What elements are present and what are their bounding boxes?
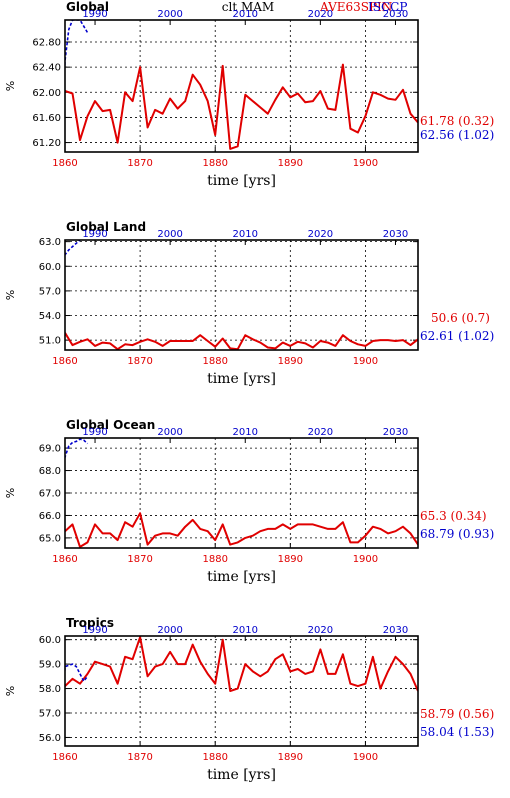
y-tick-label: 66.0 xyxy=(39,511,61,522)
x-axis-label: time [yrs] xyxy=(207,371,276,387)
series-line-ave63spin xyxy=(65,636,418,692)
x-tick-label-top: 2030 xyxy=(383,9,408,20)
x-tick-label-top: 1990 xyxy=(82,427,107,438)
y-tick-label: 54.0 xyxy=(39,311,61,322)
y-tick-label: 59.0 xyxy=(39,660,61,671)
y-tick-label: 60.0 xyxy=(39,262,61,273)
x-tick-label-top: 2010 xyxy=(233,9,258,20)
x-tick-label-top: 2020 xyxy=(308,9,333,20)
y-tick-label: 61.20 xyxy=(32,138,61,149)
x-tick-label-top: 2010 xyxy=(233,229,258,240)
y-tick-label: 62.80 xyxy=(32,38,61,49)
x-tick-label-top: 2010 xyxy=(233,427,258,438)
y-tick-label: 63.0 xyxy=(39,237,61,248)
plot-frame xyxy=(64,239,419,351)
panel-title: Global Land xyxy=(66,220,146,234)
x-tick-label-bottom: 1900 xyxy=(353,356,378,367)
y-axis-label: % xyxy=(4,488,17,498)
x-tick-label-top: 2000 xyxy=(157,229,182,240)
x-tick-label-bottom: 1860 xyxy=(52,356,77,367)
y-axis-label: % xyxy=(4,81,17,91)
x-tick-label-top: 1990 xyxy=(82,9,107,20)
x-tick-label-bottom: 1890 xyxy=(278,752,303,763)
x-tick-label-bottom: 1860 xyxy=(52,554,77,565)
x-tick-label-bottom: 1880 xyxy=(202,158,227,169)
y-axis-label: % xyxy=(4,686,17,696)
x-tick-label-bottom: 1870 xyxy=(127,554,152,565)
series-line-isccp xyxy=(65,240,81,258)
series-stat-label: 62.61 (1.02) xyxy=(420,329,494,343)
y-axis-label: % xyxy=(4,290,17,300)
series-line-ave63spin xyxy=(65,512,418,548)
x-tick-label-top: 2030 xyxy=(383,427,408,438)
x-tick-label-bottom: 1890 xyxy=(278,356,303,367)
figure-header-blue-label: ISCCP xyxy=(368,0,407,14)
x-tick-label-bottom: 1890 xyxy=(278,158,303,169)
figure-header-center: clt MAM xyxy=(222,0,274,14)
chart-panel-3: Global Ocean 65.0 66.0 67.0 68.0 69.0 1860 1870… xyxy=(4,418,494,585)
y-tick-label: 68.0 xyxy=(39,466,61,477)
x-tick-label-bottom: 1880 xyxy=(202,554,227,565)
series-line-ave63spin xyxy=(65,63,418,150)
y-tick-label: 51.0 xyxy=(39,336,61,347)
x-tick-label-bottom: 1900 xyxy=(353,752,378,763)
x-tick-label-top: 1990 xyxy=(82,229,107,240)
y-tick-label: 62.40 xyxy=(32,63,61,74)
series-stat-label: 58.79 (0.56) xyxy=(420,707,494,721)
y-tick-label: 67.0 xyxy=(39,489,61,500)
x-tick-label-top: 2020 xyxy=(308,625,333,636)
y-tick-label: 61.60 xyxy=(32,113,61,124)
series-stat-label: 68.79 (0.93) xyxy=(420,527,494,541)
x-tick-label-top: 2030 xyxy=(383,625,408,636)
x-tick-label-top: 2010 xyxy=(233,625,258,636)
chart-panels: Global 61.20 61.60 62.00 62.40 62.80 1860 1870 1… xyxy=(4,0,494,783)
x-tick-label-top: 2000 xyxy=(157,625,182,636)
series-stat-label: 65.3 (0.34) xyxy=(420,509,487,523)
series-stat-label: 58.04 (1.53) xyxy=(420,725,494,739)
chart-panel-4: Tropics 56.0 57.0 58.0 59.0 60.0 1860 1870 1880 1… xyxy=(4,616,494,783)
plot-frame xyxy=(64,635,419,747)
chart-panel-2: Global Land 51.0 54.0 57.0 60.0 63.0 1860 1870 1… xyxy=(4,220,494,387)
figure-header-red-label: AVE63SPIN xyxy=(319,0,392,14)
x-tick-label-bottom: 1870 xyxy=(127,752,152,763)
y-tick-label: 58.0 xyxy=(39,684,61,695)
y-tick-label: 57.0 xyxy=(39,709,61,720)
x-tick-label-top: 1990 xyxy=(82,625,107,636)
y-tick-label: 56.0 xyxy=(39,733,61,744)
y-tick-label: 65.0 xyxy=(39,533,61,544)
panel-title: Tropics xyxy=(66,616,114,630)
x-tick-label-bottom: 1870 xyxy=(127,356,152,367)
chart-panel-1: Global 61.20 61.60 62.00 62.40 62.80 1860 1870 1… xyxy=(4,0,494,189)
x-tick-label-bottom: 1900 xyxy=(353,158,378,169)
x-tick-label-top: 2020 xyxy=(308,229,333,240)
x-tick-label-bottom: 1890 xyxy=(278,554,303,565)
x-tick-label-top: 2020 xyxy=(308,427,333,438)
x-tick-label-bottom: 1860 xyxy=(52,158,77,169)
panel-title: Global xyxy=(66,0,109,14)
series-stat-label: 50.6 (0.7) xyxy=(431,311,490,325)
y-tick-label: 60.0 xyxy=(39,635,61,646)
plot-frame xyxy=(64,19,419,153)
x-axis-label: time [yrs] xyxy=(207,173,276,189)
panel-title: Global Ocean xyxy=(66,418,155,432)
x-tick-label-bottom: 1880 xyxy=(202,356,227,367)
x-tick-label-bottom: 1860 xyxy=(52,752,77,763)
y-tick-label: 57.0 xyxy=(39,286,61,297)
x-tick-label-top: 2000 xyxy=(157,427,182,438)
y-tick-label: 62.00 xyxy=(32,88,61,99)
series-line-ave63spin xyxy=(65,332,418,350)
x-tick-label-top: 2030 xyxy=(383,229,408,240)
x-axis-label: time [yrs] xyxy=(207,569,276,585)
x-tick-label-top: 2000 xyxy=(157,9,182,20)
plot-frame xyxy=(64,437,419,549)
x-tick-label-bottom: 1870 xyxy=(127,158,152,169)
y-tick-label: 69.0 xyxy=(39,444,61,455)
x-tick-label-bottom: 1900 xyxy=(353,554,378,565)
x-axis-label: time [yrs] xyxy=(207,767,276,783)
series-stat-label: 61.78 (0.32) xyxy=(420,114,494,128)
series-stat-label: 62.56 (1.02) xyxy=(420,128,494,142)
x-tick-label-bottom: 1880 xyxy=(202,752,227,763)
